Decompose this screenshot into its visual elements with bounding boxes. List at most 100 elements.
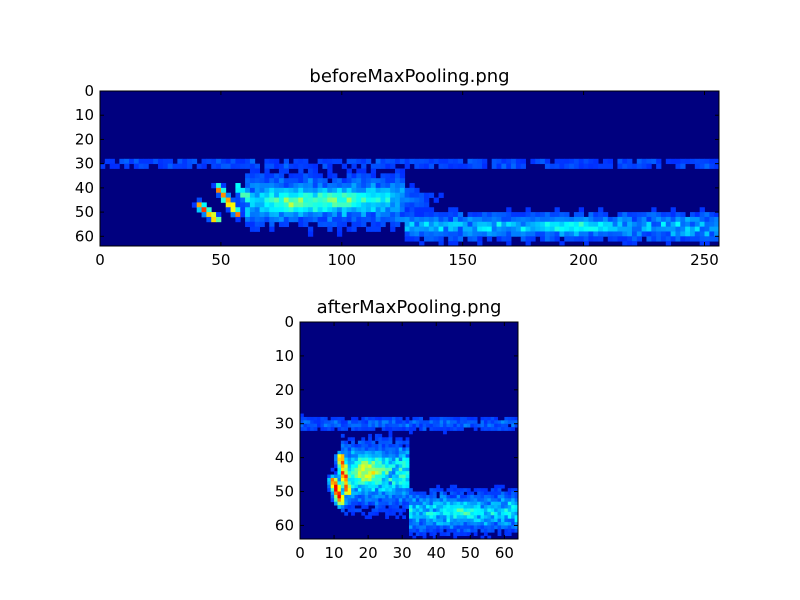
heatmap-cell bbox=[414, 226, 420, 232]
heatmap-cell bbox=[456, 423, 461, 428]
heatmap-cell bbox=[483, 511, 488, 516]
heatmap-cell bbox=[322, 207, 328, 213]
heatmap-cell bbox=[501, 231, 507, 237]
heatmap-cell bbox=[514, 498, 519, 503]
heatmap-cell bbox=[443, 163, 449, 169]
heatmap-cell bbox=[388, 474, 393, 479]
heatmap-cell bbox=[446, 522, 451, 526]
heatmap-cell bbox=[381, 420, 386, 425]
heatmap-cell bbox=[158, 163, 164, 169]
heatmap-cell bbox=[487, 494, 492, 499]
heatmap-cell bbox=[235, 192, 241, 198]
heatmap-cell bbox=[313, 420, 318, 425]
heatmap-cell bbox=[327, 427, 332, 431]
heatmap-cell bbox=[504, 515, 509, 520]
heatmap-cell bbox=[356, 178, 362, 184]
heatmap-cell bbox=[351, 178, 357, 184]
heatmap-cell bbox=[303, 183, 309, 189]
heatmap-cell bbox=[473, 488, 478, 492]
heatmap-cell bbox=[109, 158, 115, 165]
heatmap-cell bbox=[344, 464, 349, 469]
heatmap-cell bbox=[491, 231, 497, 237]
heatmap-cell bbox=[680, 231, 686, 237]
heatmap-cell bbox=[714, 212, 720, 218]
heatmap-cell bbox=[278, 197, 285, 203]
heatmap-cell bbox=[322, 163, 328, 169]
heatmap-cell bbox=[436, 505, 441, 509]
heatmap-cell bbox=[404, 197, 410, 203]
heatmap-cell bbox=[432, 528, 437, 533]
heatmap-cell bbox=[307, 183, 314, 189]
heatmap-cell bbox=[323, 427, 328, 431]
heatmap-cell bbox=[365, 192, 372, 198]
heatmap-cell bbox=[449, 525, 454, 530]
heatmap-cell bbox=[391, 450, 396, 455]
heatmap-cell bbox=[436, 508, 441, 513]
heatmap-cell bbox=[344, 427, 349, 431]
heatmap-cell bbox=[375, 226, 381, 232]
heatmap-cell bbox=[390, 212, 396, 218]
heatmap-cell bbox=[689, 158, 696, 165]
heatmap-cell bbox=[665, 231, 672, 237]
heatmap-cell bbox=[365, 197, 372, 203]
heatmap-cell bbox=[351, 187, 357, 194]
heatmap-cell bbox=[453, 212, 459, 218]
heatmap-cell bbox=[470, 518, 475, 523]
heatmap-cell bbox=[412, 427, 417, 431]
heatmap-cell bbox=[559, 226, 565, 232]
heatmap-cell bbox=[670, 212, 676, 218]
heatmap-cell bbox=[507, 501, 512, 506]
heatmap-cell bbox=[371, 427, 376, 431]
heatmap-cell bbox=[460, 423, 464, 428]
heatmap-cell bbox=[409, 515, 413, 520]
heatmap-cell bbox=[288, 212, 294, 218]
heatmap-cell bbox=[446, 420, 451, 425]
heatmap-cell bbox=[704, 231, 710, 237]
heatmap-cell bbox=[554, 236, 560, 242]
heatmap-cell bbox=[388, 420, 393, 425]
heatmap-cell bbox=[371, 477, 376, 482]
heatmap-cell bbox=[514, 528, 519, 533]
heatmap-cell bbox=[347, 423, 352, 428]
heatmap-cell bbox=[395, 416, 400, 421]
heatmap-cell bbox=[346, 187, 352, 194]
heatmap-cell bbox=[486, 216, 493, 223]
heatmap-cell bbox=[448, 241, 454, 247]
heatmap-cell bbox=[381, 474, 386, 479]
heatmap-cell bbox=[196, 197, 202, 203]
heatmap-cell bbox=[424, 192, 430, 198]
heatmap-cell bbox=[486, 236, 493, 242]
heatmap-cell bbox=[426, 420, 430, 425]
heatmap-cell bbox=[456, 525, 461, 530]
heatmap-cell bbox=[225, 163, 231, 169]
heatmap-cell bbox=[269, 216, 275, 223]
heatmap-cell bbox=[559, 216, 565, 223]
heatmap-cell bbox=[354, 471, 359, 475]
heatmap-cell bbox=[409, 423, 413, 428]
heatmap-cell bbox=[680, 158, 686, 165]
heatmap-cell bbox=[453, 420, 458, 425]
heatmap-cell bbox=[483, 528, 488, 533]
heatmap-cell bbox=[443, 430, 447, 435]
heatmap-cell bbox=[388, 491, 393, 496]
heatmap-cell bbox=[278, 168, 285, 174]
heatmap-cell bbox=[412, 494, 417, 499]
heatmap-cell bbox=[428, 158, 435, 165]
heatmap-cell bbox=[472, 221, 478, 228]
heatmap-cell bbox=[453, 491, 458, 496]
heatmap-cell bbox=[138, 163, 144, 169]
heatmap-cell bbox=[361, 221, 367, 228]
heatmap-cell bbox=[675, 236, 681, 242]
heatmap-cell bbox=[381, 416, 386, 421]
heatmap-cell bbox=[340, 457, 345, 462]
heatmap-cell bbox=[167, 158, 173, 165]
heatmap-cell bbox=[453, 231, 459, 237]
heatmap-cell bbox=[278, 221, 285, 228]
heatmap-cell bbox=[511, 423, 515, 428]
heatmap-cell bbox=[477, 508, 481, 513]
heatmap-cell bbox=[409, 216, 415, 223]
heatmap-cell bbox=[327, 197, 333, 203]
heatmap-cell bbox=[371, 474, 376, 479]
heatmap-cell bbox=[402, 515, 406, 520]
heatmap-cell bbox=[390, 192, 396, 198]
